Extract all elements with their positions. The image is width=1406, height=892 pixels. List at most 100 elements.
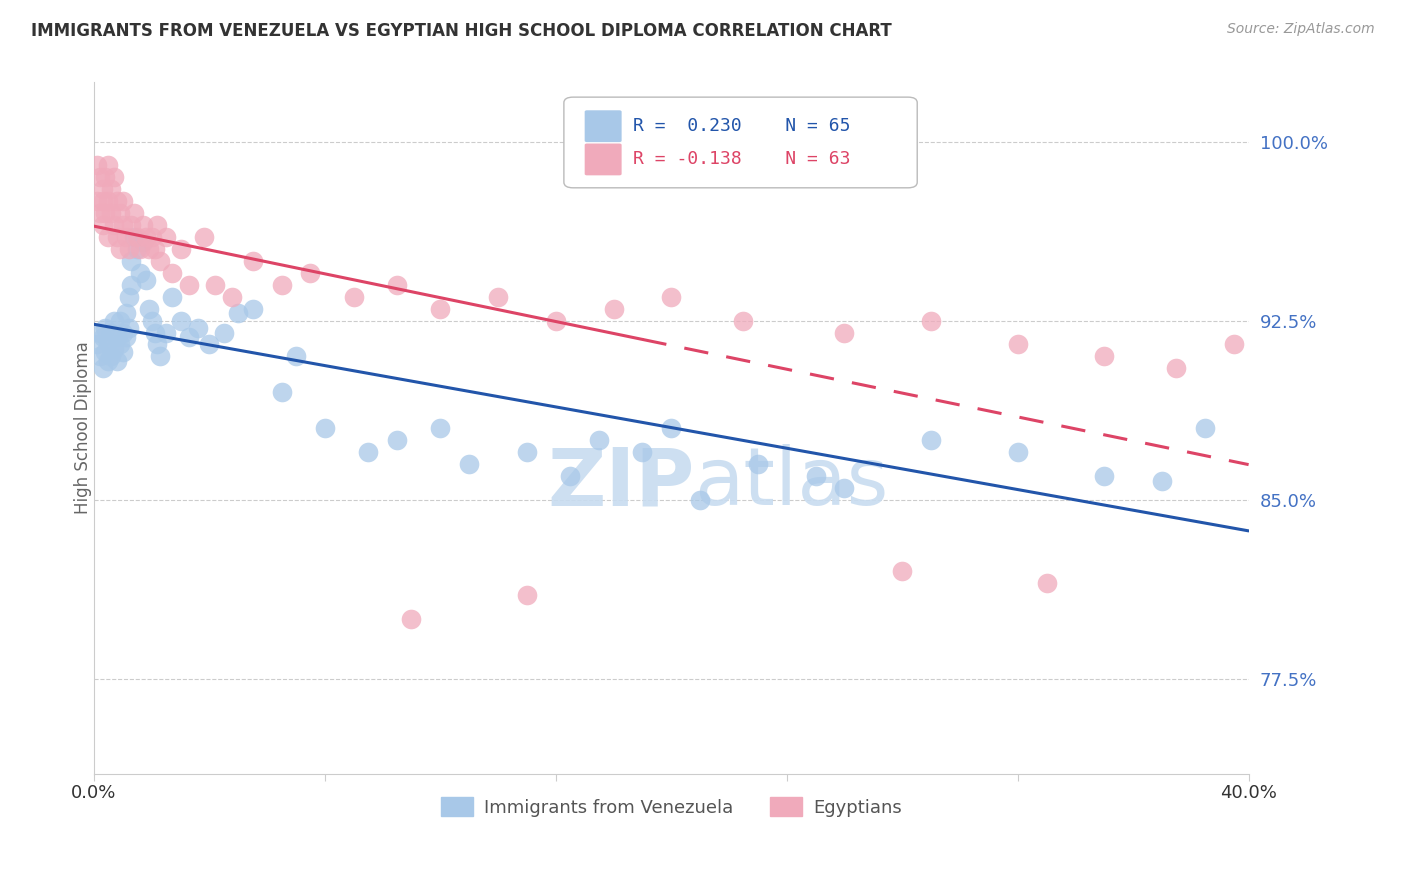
Point bbox=[834, 326, 856, 340]
Point bbox=[138, 242, 160, 256]
Point bbox=[86, 158, 108, 172]
Point bbox=[120, 254, 142, 268]
Point bbox=[920, 433, 942, 447]
Point bbox=[141, 230, 163, 244]
Point bbox=[212, 326, 235, 340]
Text: 0.0%: 0.0% bbox=[72, 784, 117, 802]
Point bbox=[429, 421, 451, 435]
Point bbox=[1007, 337, 1029, 351]
Point bbox=[920, 313, 942, 327]
Point bbox=[103, 313, 125, 327]
Point bbox=[1223, 337, 1246, 351]
FancyBboxPatch shape bbox=[585, 144, 621, 176]
Point bbox=[124, 230, 146, 244]
Point bbox=[1150, 474, 1173, 488]
Point bbox=[100, 182, 122, 196]
Point bbox=[516, 588, 538, 602]
Point bbox=[129, 266, 152, 280]
Point bbox=[149, 254, 172, 268]
Point bbox=[270, 277, 292, 292]
Point bbox=[100, 350, 122, 364]
Point bbox=[91, 361, 114, 376]
Point bbox=[120, 277, 142, 292]
Point bbox=[94, 320, 117, 334]
Point bbox=[160, 266, 183, 280]
Point bbox=[160, 290, 183, 304]
Point bbox=[733, 313, 755, 327]
Text: IMMIGRANTS FROM VENEZUELA VS EGYPTIAN HIGH SCHOOL DIPLOMA CORRELATION CHART: IMMIGRANTS FROM VENEZUELA VS EGYPTIAN HI… bbox=[31, 22, 891, 40]
Point bbox=[97, 230, 120, 244]
Point bbox=[385, 433, 408, 447]
Text: ZIP: ZIP bbox=[547, 444, 695, 523]
Point bbox=[143, 242, 166, 256]
Point bbox=[103, 218, 125, 232]
Point bbox=[891, 564, 914, 578]
Point bbox=[111, 218, 134, 232]
Point bbox=[86, 194, 108, 209]
Point bbox=[129, 242, 152, 256]
Point bbox=[114, 230, 136, 244]
Point bbox=[97, 354, 120, 368]
Point bbox=[103, 343, 125, 357]
Point bbox=[108, 242, 131, 256]
Point bbox=[97, 194, 120, 209]
Point bbox=[1007, 445, 1029, 459]
Point bbox=[385, 277, 408, 292]
Point bbox=[127, 242, 149, 256]
Point bbox=[285, 350, 308, 364]
Point bbox=[1166, 361, 1188, 376]
Point bbox=[486, 290, 509, 304]
Point bbox=[141, 313, 163, 327]
Point bbox=[105, 330, 128, 344]
Point bbox=[588, 433, 610, 447]
Point bbox=[204, 277, 226, 292]
Point bbox=[1092, 350, 1115, 364]
Point bbox=[108, 206, 131, 220]
Point bbox=[132, 218, 155, 232]
Point bbox=[100, 206, 122, 220]
Point bbox=[198, 337, 221, 351]
Point bbox=[1092, 468, 1115, 483]
Point bbox=[103, 170, 125, 185]
Point bbox=[357, 445, 380, 459]
Point bbox=[89, 350, 111, 364]
Point bbox=[105, 230, 128, 244]
Point bbox=[105, 194, 128, 209]
Point bbox=[193, 230, 215, 244]
Point bbox=[155, 230, 177, 244]
Point bbox=[560, 468, 582, 483]
Point bbox=[97, 334, 120, 349]
Point bbox=[108, 313, 131, 327]
Point bbox=[146, 337, 169, 351]
Point bbox=[89, 206, 111, 220]
Point bbox=[146, 218, 169, 232]
Point bbox=[91, 218, 114, 232]
Text: atlas: atlas bbox=[695, 444, 889, 523]
Text: R = -0.138    N = 63: R = -0.138 N = 63 bbox=[633, 151, 851, 169]
Point bbox=[270, 385, 292, 400]
Point bbox=[747, 457, 769, 471]
Point bbox=[124, 206, 146, 220]
Point bbox=[226, 306, 249, 320]
Point bbox=[631, 445, 654, 459]
Point bbox=[94, 206, 117, 220]
Point bbox=[834, 481, 856, 495]
Point bbox=[343, 290, 366, 304]
Point bbox=[108, 337, 131, 351]
Point bbox=[111, 194, 134, 209]
Point bbox=[544, 313, 567, 327]
Y-axis label: High School Diploma: High School Diploma bbox=[75, 342, 91, 515]
Point bbox=[132, 235, 155, 249]
Point bbox=[114, 330, 136, 344]
Point bbox=[94, 170, 117, 185]
Point bbox=[91, 194, 114, 209]
Point bbox=[127, 230, 149, 244]
FancyBboxPatch shape bbox=[564, 97, 917, 188]
Point bbox=[299, 266, 322, 280]
Point bbox=[114, 306, 136, 320]
Point bbox=[89, 326, 111, 340]
Point bbox=[602, 301, 624, 316]
Point bbox=[804, 468, 827, 483]
Point bbox=[94, 344, 117, 359]
Point bbox=[138, 301, 160, 316]
